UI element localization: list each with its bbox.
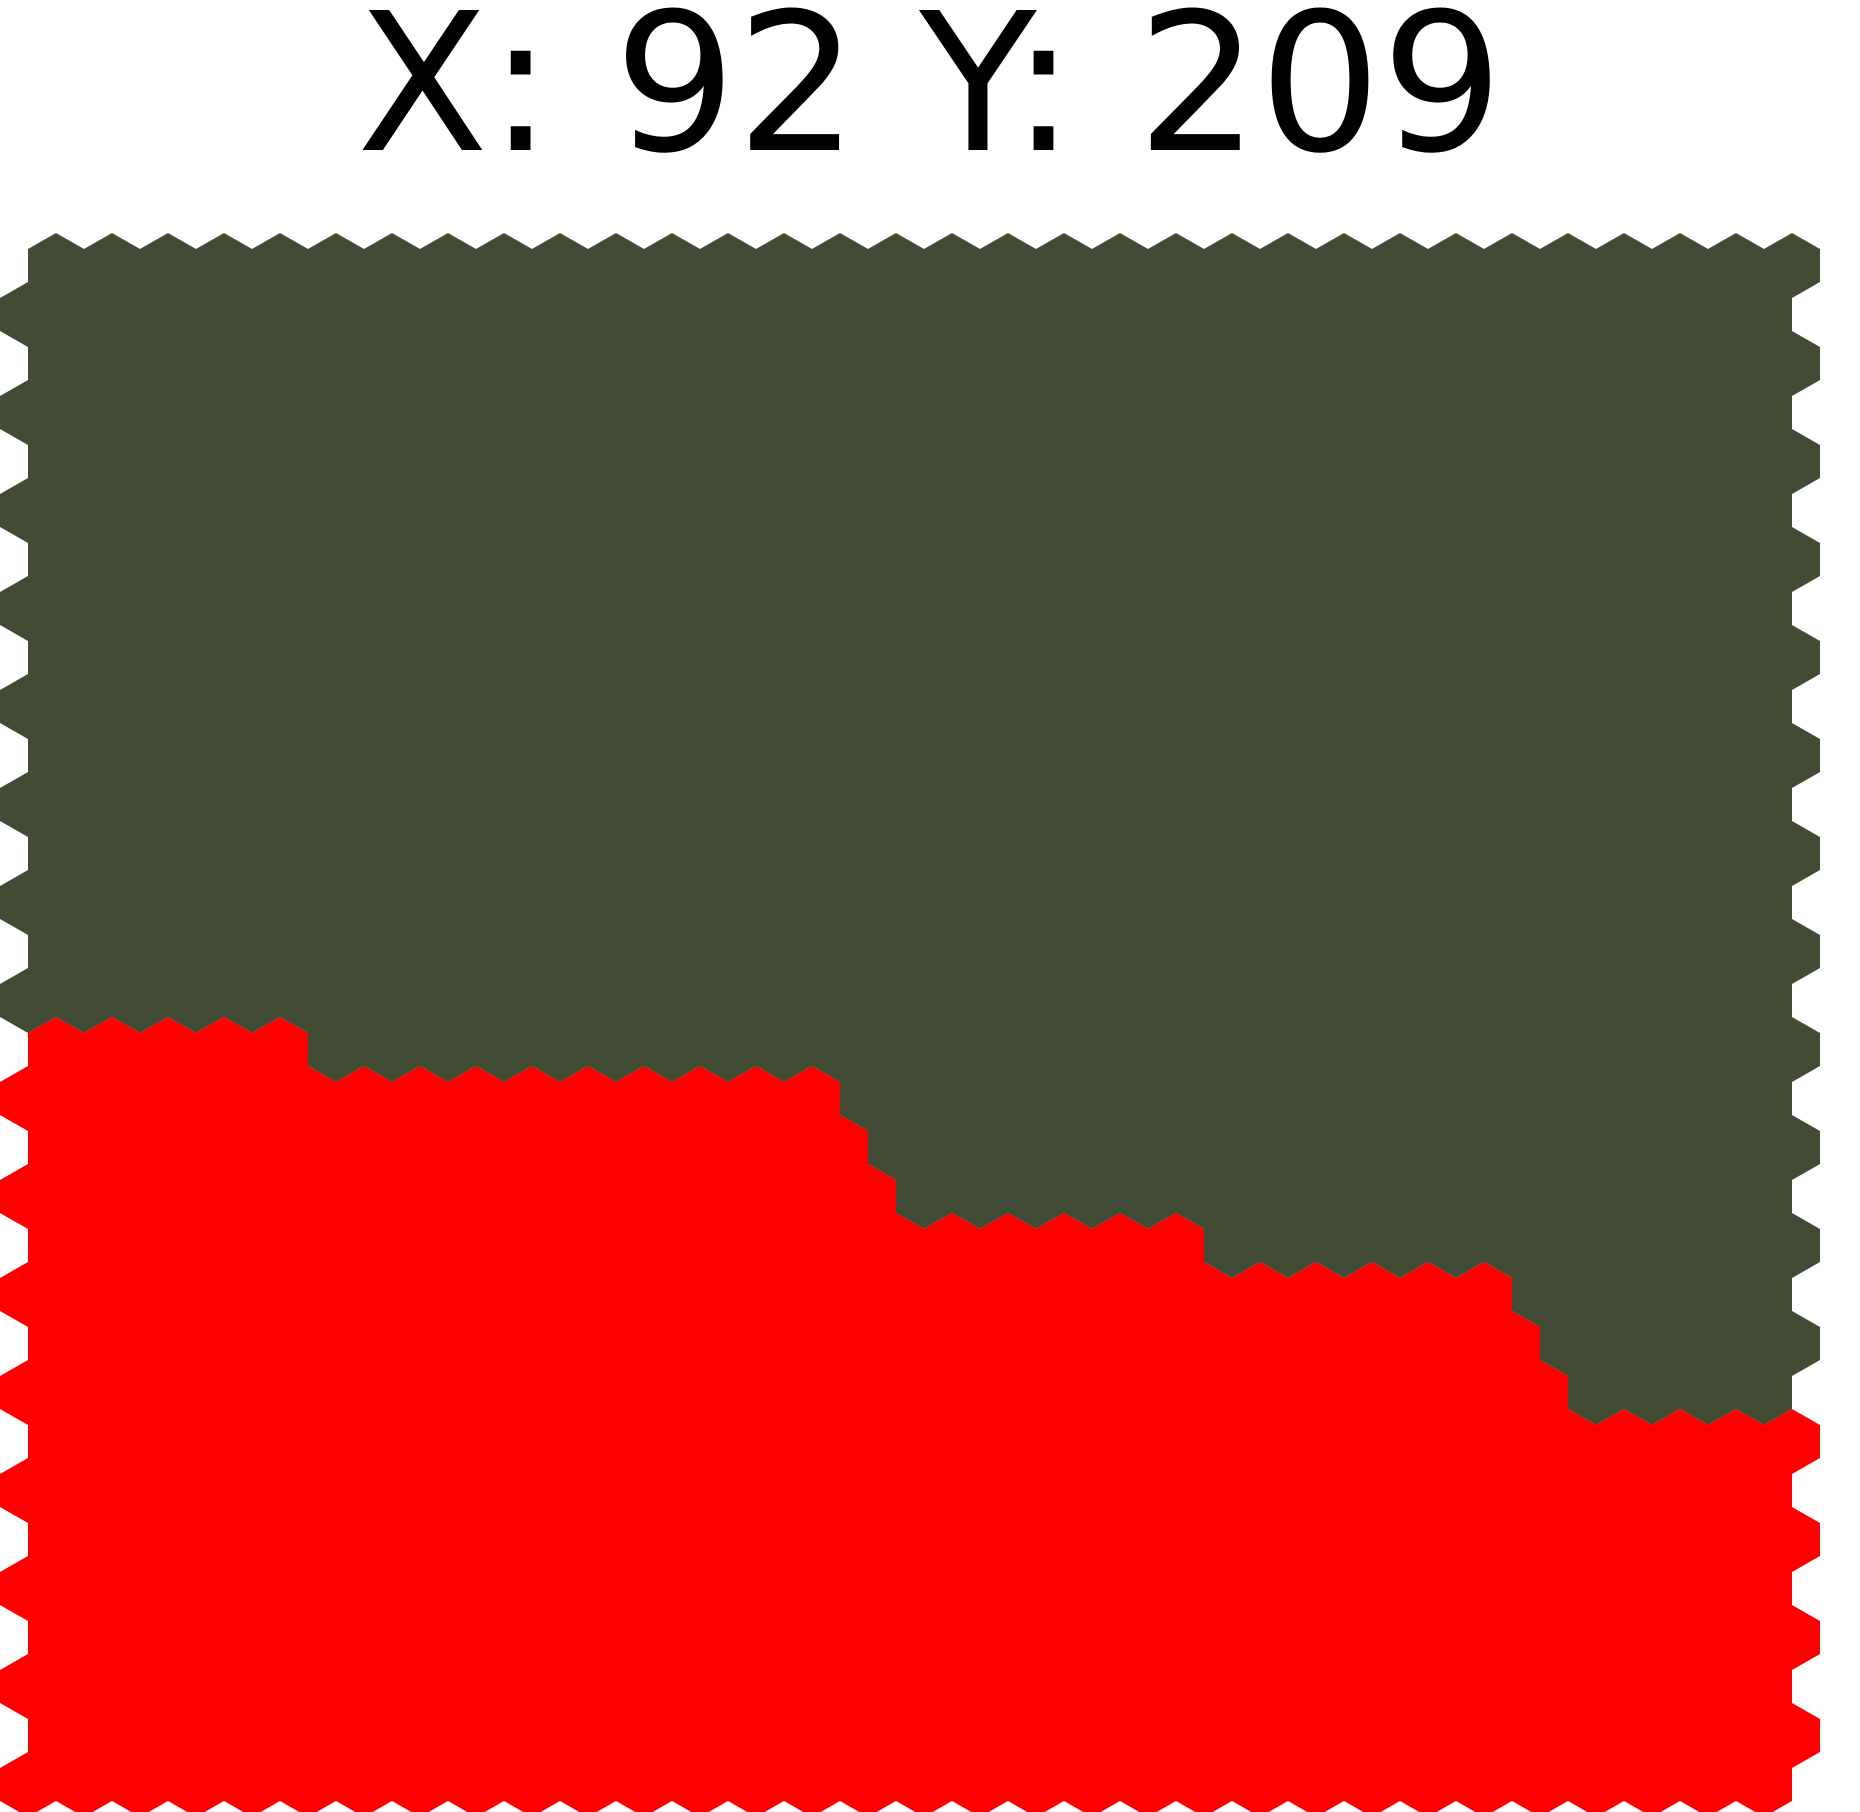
red-territory[interactable] — [0, 1017, 1820, 1812]
x-label: X: — [356, 0, 553, 196]
dark-green-territory[interactable] — [0, 233, 1820, 1425]
coordinate-readout: X: 92 Y: 209 — [0, 0, 1860, 181]
x-value: 92 — [613, 0, 859, 196]
y-value: 209 — [1136, 0, 1504, 196]
y-label: Y: — [919, 0, 1076, 196]
